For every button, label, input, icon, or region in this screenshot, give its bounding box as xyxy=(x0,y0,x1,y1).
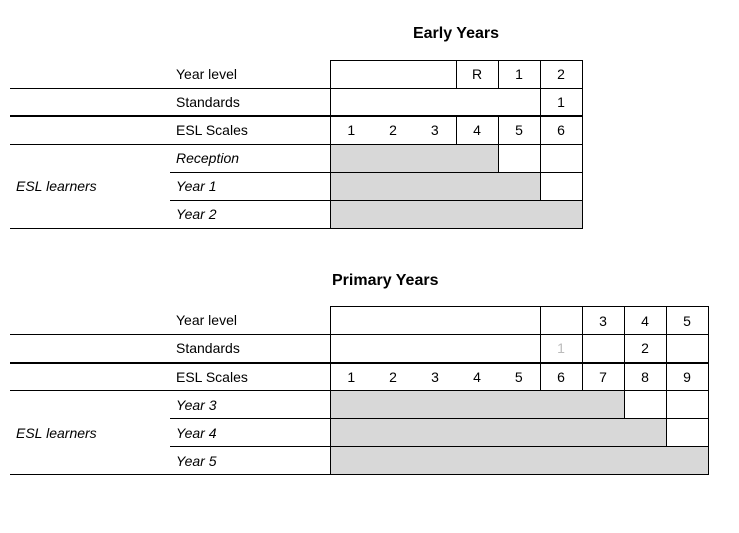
label-year2: Year 2 xyxy=(170,200,330,228)
label-esl-learners-p: ESL learners xyxy=(10,391,170,475)
label-esl-scales: ESL Scales xyxy=(170,116,330,144)
label-year-level: Year level xyxy=(170,60,330,88)
yl-1: 1 xyxy=(498,60,540,88)
primary-years-block: Primary Years Year level 3 4 5 Standards xyxy=(10,267,729,476)
label-esl-scales-p: ESL Scales xyxy=(170,363,330,391)
blank xyxy=(10,60,170,88)
row-esl-scales: ESL Scales 1 2 3 4 5 6 xyxy=(10,116,582,144)
early-title: Early Years xyxy=(330,20,582,48)
early-years-table: Early Years Year level R 1 2 Standards 1 xyxy=(10,20,583,229)
label-esl-learners: ESL learners xyxy=(10,144,170,228)
label-standards: Standards xyxy=(170,88,330,116)
row-reception: ESL learners Reception xyxy=(10,144,582,172)
primary-title: Primary Years xyxy=(330,267,708,295)
title-spacer xyxy=(10,20,170,48)
primary-years-table: Primary Years Year level 3 4 5 Standards xyxy=(10,267,709,476)
row-year-level-p: Year level 3 4 5 xyxy=(10,307,708,335)
label-year-level-p: Year level xyxy=(170,307,330,335)
row-standards: Standards 1 xyxy=(10,88,582,116)
early-years-block: Early Years Year level R 1 2 Standards 1 xyxy=(10,20,729,229)
row-year-level: Year level R 1 2 xyxy=(10,60,582,88)
row-standards-p: Standards 1 2 xyxy=(10,335,708,363)
row-esl-scales-p: ESL Scales 1 2 3 4 5 6 7 8 9 xyxy=(10,363,708,391)
title-spacer2 xyxy=(170,20,330,48)
yl-R: R xyxy=(456,60,498,88)
label-reception: Reception xyxy=(170,144,330,172)
row-year3: ESL learners Year 3 xyxy=(10,391,708,419)
label-standards-p: Standards xyxy=(170,335,330,363)
label-year1: Year 1 xyxy=(170,172,330,200)
std-1: 1 xyxy=(540,88,582,116)
yl-2: 2 xyxy=(540,60,582,88)
